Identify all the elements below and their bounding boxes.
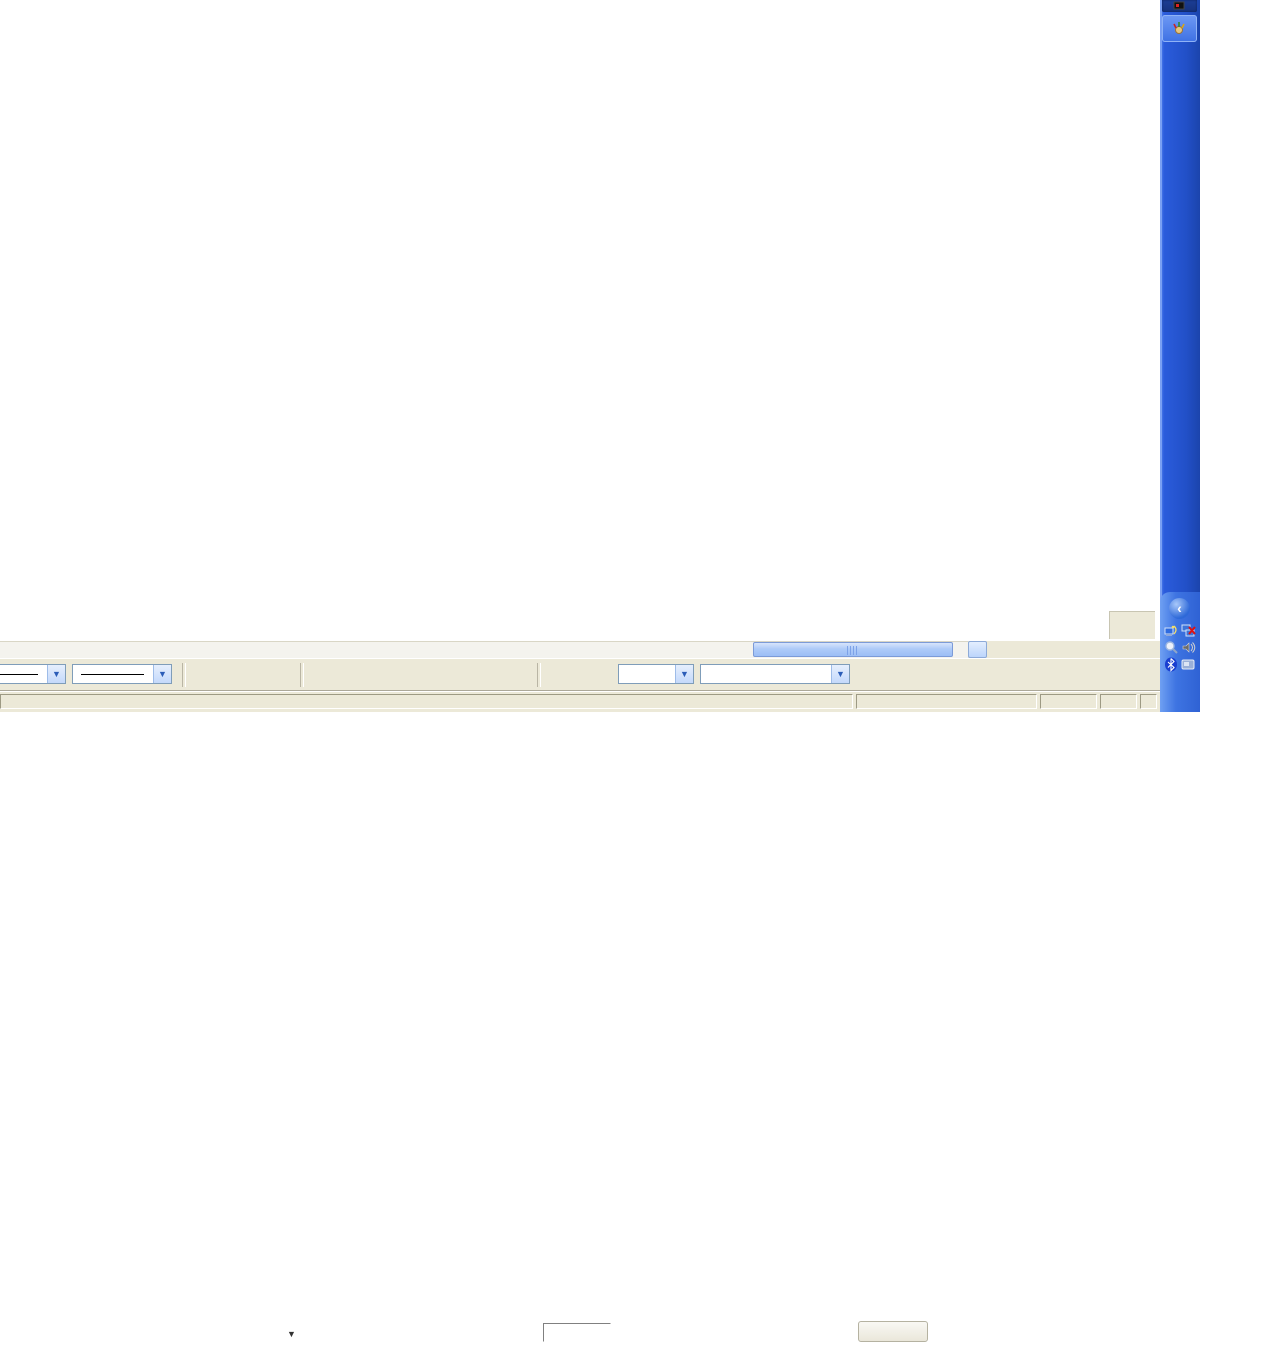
status-time (1040, 694, 1097, 709)
bluetooth-icon[interactable] (1164, 657, 1179, 672)
network-signal-icon[interactable] (1164, 623, 1179, 638)
line-style-combo-1[interactable]: ▼ (0, 664, 66, 684)
chevron-down-icon[interactable]: ▼ (47, 665, 65, 683)
smartcard-icon[interactable] (1181, 657, 1196, 672)
windows-taskbar: ‹ (1160, 0, 1200, 712)
scrollbar-grip (847, 646, 859, 655)
price-chart[interactable] (0, 0, 1160, 608)
toolbar-separator (182, 663, 186, 687)
search-icon[interactable] (1164, 640, 1179, 655)
chevron-down-icon[interactable]: ▼ (153, 665, 171, 683)
status-panel (856, 694, 1037, 709)
chevron-down-icon[interactable]: ▼ (831, 665, 849, 683)
currency-indicator (1100, 694, 1137, 709)
date-axis (0, 608, 1108, 641)
chevron-down-icon[interactable]: ▼ (675, 665, 693, 683)
interval-combo[interactable]: ▼ (618, 664, 694, 684)
axis-corner-panel (1108, 610, 1156, 640)
vendor-combo[interactable]: ▼ (700, 664, 850, 684)
trading-app-window: ▼ ▼ ▼ ▼ ▼ (0, 0, 1200, 1342)
hand-app-icon (1173, 22, 1185, 34)
trade-button[interactable] (858, 1321, 928, 1342)
status-panel (1140, 694, 1157, 709)
system-tray: ‹ (1160, 592, 1200, 712)
network-disconnected-icon[interactable] (1181, 623, 1196, 638)
chart-nav-row (0, 641, 1160, 658)
horizontal-scrollbar-track[interactable] (0, 641, 968, 658)
taskbar-app-button-2[interactable] (1162, 15, 1197, 42)
color-palette[interactable] (194, 1322, 286, 1345)
status-bar (0, 690, 1160, 712)
palette-dropdown-icon[interactable]: ▼ (287, 1329, 296, 1339)
taskbar-edge (1160, 0, 1162, 712)
line-sample (80, 674, 144, 675)
line-sample (0, 674, 38, 675)
scrollbar-right-arrow[interactable] (968, 641, 987, 658)
volume-icon[interactable] (1181, 640, 1196, 655)
app-icon (1173, 1, 1185, 10)
status-message (0, 694, 853, 709)
horizontal-scrollbar-thumb[interactable] (753, 642, 953, 657)
toolbar-separator (300, 663, 304, 687)
line-style-combo-2[interactable]: ▼ (72, 664, 172, 684)
symbol-input[interactable] (543, 1323, 611, 1342)
tray-collapse-button[interactable]: ‹ (1169, 598, 1190, 619)
taskbar-app-button-1[interactable] (1162, 0, 1197, 12)
drawing-toolbar: ▼ ▼ ▼ ▼ ▼ (0, 658, 1160, 1342)
toolbar-separator (537, 663, 541, 687)
